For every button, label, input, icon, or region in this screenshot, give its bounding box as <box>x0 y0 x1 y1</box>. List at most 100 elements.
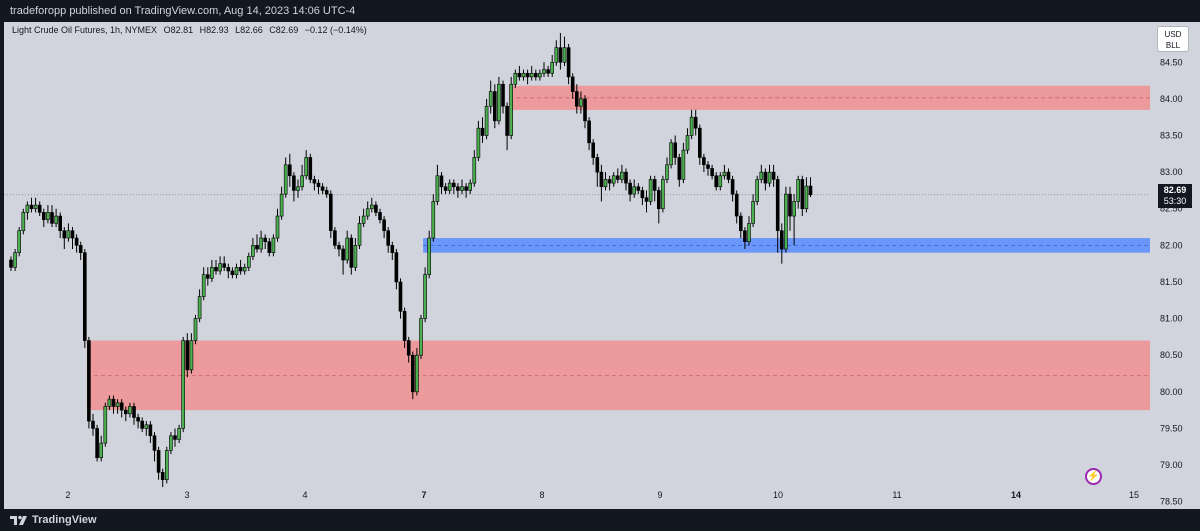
candle-body <box>361 215 366 224</box>
candle-body <box>669 142 673 166</box>
candle-body <box>460 186 464 191</box>
candle-body <box>251 245 255 257</box>
candle-body <box>501 83 505 107</box>
publisher-bar: tradeforopp published on TradingView.com… <box>0 0 1200 22</box>
candle-body <box>287 164 292 177</box>
candle-body <box>533 72 538 78</box>
candle-body <box>685 135 690 151</box>
candle-body <box>513 72 518 85</box>
candle-body <box>410 354 415 393</box>
candle-body <box>300 175 304 188</box>
candle-body <box>369 204 374 210</box>
candle-body <box>210 267 214 279</box>
candle-body <box>406 340 411 356</box>
candle-body <box>206 274 210 279</box>
candle-body <box>374 204 378 213</box>
candle-body <box>279 193 284 217</box>
candle-body <box>755 179 760 202</box>
legend-change: −0.12 (−0.14%) <box>304 25 367 35</box>
legend-symbol: Light Crude Oil Futures, 1h, NYMEX <box>12 25 158 35</box>
candle-body <box>29 204 34 210</box>
brand-name[interactable]: TradingView <box>32 514 97 526</box>
candle-body <box>566 47 571 78</box>
candle-body <box>484 105 489 136</box>
tradingview-logo-icon[interactable] <box>10 514 28 526</box>
candle-body <box>107 398 112 407</box>
candle-body <box>308 157 313 180</box>
candle-body <box>574 91 579 107</box>
candle-body <box>554 47 559 63</box>
candle-body <box>78 245 83 253</box>
supply-zone-upper <box>509 85 1150 110</box>
candle-body <box>492 91 497 122</box>
candle-body <box>111 398 116 407</box>
candle-body <box>140 420 144 429</box>
candle-body <box>353 245 358 268</box>
candle-body <box>312 179 317 184</box>
candle-body <box>673 142 678 158</box>
candle-body <box>54 215 58 224</box>
candle-body <box>173 435 177 440</box>
y-tick-label: 80.00 <box>1160 387 1183 397</box>
candle-body <box>693 116 698 129</box>
candle-body <box>394 252 399 283</box>
candle-body <box>267 241 272 253</box>
candle-body <box>505 105 509 136</box>
candle-body <box>292 175 296 191</box>
y-tick-label: 84.50 <box>1160 57 1183 67</box>
candle-body <box>443 186 448 191</box>
candle-body <box>144 424 149 429</box>
candle-body <box>771 171 776 180</box>
candle-body <box>234 267 239 275</box>
candle-body <box>620 171 624 180</box>
candle-body <box>13 252 17 268</box>
candle-body <box>439 175 444 188</box>
candle-body <box>599 171 604 188</box>
candle-body <box>66 230 71 239</box>
candle-body <box>398 281 403 312</box>
candle-body <box>320 186 325 191</box>
candle-body <box>435 175 440 202</box>
candle-body <box>156 450 161 473</box>
x-tick-label: 7 <box>421 490 426 500</box>
last-price: 82.69 <box>1163 185 1187 195</box>
candle-body <box>230 270 235 275</box>
candle-body <box>529 72 534 78</box>
candle-body <box>726 171 731 180</box>
candle-body <box>58 215 63 232</box>
symbol-legend: Light Crude Oil Futures, 1h, NYMEX O82.8… <box>12 25 367 35</box>
candle-body <box>525 72 530 78</box>
candle-body <box>607 179 612 184</box>
candle-body <box>497 83 501 122</box>
candle-body <box>697 127 702 158</box>
candle-body <box>603 179 608 188</box>
candle-body <box>415 354 419 393</box>
candle-body <box>37 204 42 213</box>
candle-body <box>714 175 719 188</box>
candle-body <box>247 256 251 268</box>
candle-body <box>665 164 669 180</box>
bar-countdown: 53:30 <box>1163 196 1187 206</box>
lightning-bolt-icon[interactable]: ⚡ <box>1085 468 1102 485</box>
candle-body <box>464 186 468 191</box>
currency-unit-button[interactable]: USD BLL <box>1157 26 1189 52</box>
candle-body <box>517 72 522 78</box>
x-tick-label: 11 <box>892 490 901 500</box>
y-tick-label: 83.00 <box>1160 167 1183 177</box>
candle-body <box>640 190 645 199</box>
candle-body <box>652 179 657 191</box>
candlestick-chart[interactable]: 84.50 84.00 83.50 83.00 82.50 82.00 81.50 81.00… <box>4 22 1200 509</box>
candle-body <box>702 157 706 166</box>
candle-body <box>775 179 780 232</box>
chart-area[interactable]: 84.50 84.00 83.50 83.00 82.50 82.00 81.50 81.00… <box>4 22 1200 509</box>
candle-body <box>591 142 596 158</box>
y-tick-label: 81.00 <box>1160 314 1183 324</box>
candle-body <box>648 179 653 202</box>
x-tick-label: 9 <box>657 490 662 500</box>
y-tick-label: 81.50 <box>1160 277 1183 287</box>
candle-body <box>238 267 243 272</box>
candle-body <box>570 76 575 92</box>
candle-body <box>632 186 637 195</box>
candle-body <box>328 193 333 232</box>
candle-body <box>83 252 87 341</box>
